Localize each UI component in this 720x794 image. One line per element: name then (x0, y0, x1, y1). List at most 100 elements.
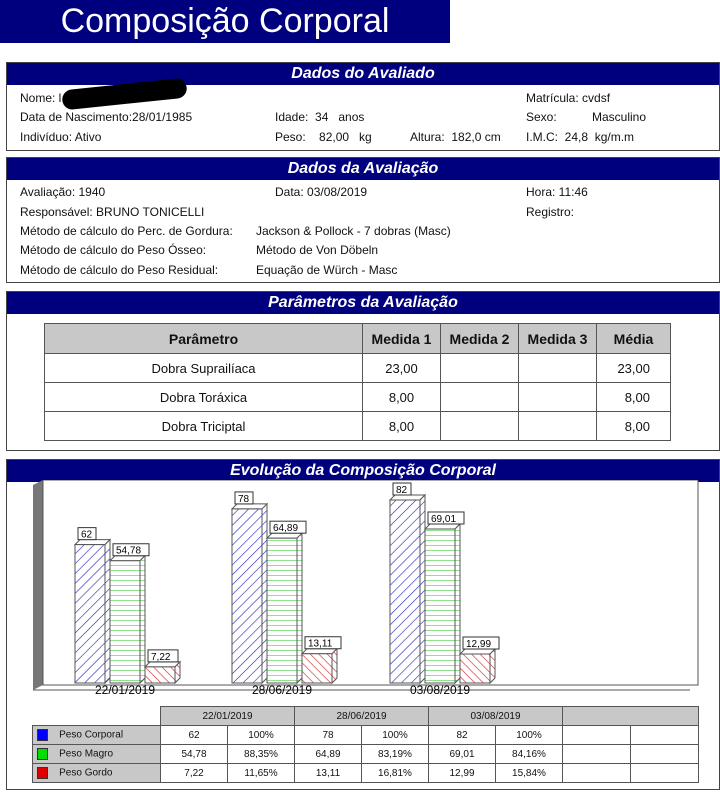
table-cell (440, 353, 519, 383)
sexo: Masculino (592, 110, 647, 124)
empty-cell (562, 744, 631, 764)
peso: Peso: 82,00 kg (275, 130, 372, 144)
metodo-osseo-label: Método de cálculo do Peso Ósseo: (20, 243, 207, 257)
parametros-table: Parâmetro Medida 1 Medida 2 Medida 3 Méd… (44, 323, 671, 441)
value-cell: 13,11 (294, 763, 362, 783)
col-header: Medida 2 (440, 323, 519, 354)
bar-peso-corporal (231, 508, 263, 684)
metodo-osseo: Método de Von Döbeln (256, 243, 379, 257)
table-row: Dobra Toráxica 8,00 8,00 (44, 382, 671, 412)
table-cell (518, 353, 597, 383)
data-label: 54,78 (116, 546, 141, 557)
data-label-box (304, 636, 342, 650)
x-tick-label: 03/08/2019 (410, 683, 470, 697)
empty-cell (630, 725, 699, 745)
bar-peso-magro (424, 528, 456, 684)
avaliacao-id: Avaliação: 1940 (20, 185, 106, 199)
nascimento: Data de Nascimento:28/01/1985 (20, 110, 193, 124)
pct-cell: 16,81% (361, 763, 429, 783)
table-cell (518, 382, 597, 412)
legend-table: 22/01/2019 28/06/2019 03/08/2019 Peso Co… (32, 706, 699, 783)
series-label: Peso Magro (32, 744, 161, 764)
bar-side (261, 502, 268, 685)
pct-cell: 15,84% (495, 763, 563, 783)
bar-peso-gordo (301, 653, 333, 684)
table-cell: 8,00 (362, 382, 441, 412)
evolucao-section: Evolução da Composição Corporal (6, 459, 720, 790)
section-header: Dados do Avaliado (7, 63, 719, 85)
data-label: 64,89 (273, 523, 298, 534)
table-row: Dobra Suprailíaca 23,00 23,00 (44, 353, 671, 383)
table-cell: 23,00 (362, 353, 441, 383)
matricula: Matrícula: cvdsf (526, 91, 611, 105)
value-cell: 64,89 (294, 744, 362, 764)
bar-side (454, 522, 461, 685)
bar-peso-corporal (74, 544, 106, 684)
pct-cell: 88,35% (227, 744, 295, 764)
altura: Altura: 182,0 cm (410, 130, 501, 144)
data-label: 13,11 (308, 639, 333, 650)
empty-cell (562, 725, 631, 745)
hora: Hora: 11:46 (526, 185, 588, 199)
sexo-label: Sexo: (526, 110, 557, 124)
data-label-box (234, 491, 254, 505)
series-swatch (37, 729, 48, 741)
col-header: Medida 1 (362, 323, 441, 354)
chart-side-wall (33, 480, 43, 690)
date-header: 22/01/2019 (160, 706, 295, 726)
col-header: Medida 3 (518, 323, 597, 354)
data-label: 82 (396, 485, 408, 496)
col-header: Parâmetro (44, 323, 363, 354)
value-cell: 69,01 (428, 744, 496, 764)
series-name: Peso Gordo (59, 767, 113, 779)
bar-side (331, 647, 338, 685)
bar-side (139, 554, 146, 685)
metodo-gordura-label: Método de cálculo do Perc. de Gordura: (20, 224, 233, 238)
pct-cell: 84,16% (495, 744, 563, 764)
dados-avaliado-section: Dados do Avaliado (6, 62, 720, 151)
table-row: Dobra Triciptal 8,00 8,00 (44, 411, 671, 441)
value-cell: 82 (428, 725, 496, 745)
data-label-box (462, 636, 500, 650)
data-label-box (427, 511, 465, 525)
section-header: Parâmetros da Avaliação (7, 292, 719, 314)
metodo-gordura: Jackson & Pollock - 7 dobras (Masc) (256, 224, 451, 238)
responsavel: Responsável: BRUNO TONICELLI (20, 205, 205, 219)
page-title: Composição Corporal (0, 0, 450, 43)
series-label: Peso Corporal (32, 725, 161, 745)
legend-row: Peso Magro 54,78 88,35% 64,89 83,19% 69,01 84,… (32, 744, 699, 764)
empty-cell (630, 744, 699, 764)
table-cell (440, 382, 519, 412)
table-cell: Dobra Suprailíaca (44, 353, 363, 383)
imc: I.M.C: 24,8 kg/m.m (526, 130, 635, 144)
value-cell: 7,22 (160, 763, 228, 783)
value-cell: 62 (160, 725, 228, 745)
value-cell: 78 (294, 725, 362, 745)
bar-side (296, 531, 303, 685)
data-label-box (269, 520, 307, 534)
data-label-box (392, 482, 412, 496)
table-cell: 23,00 (596, 353, 671, 383)
series-swatch (37, 748, 48, 760)
table-cell: Dobra Toráxica (44, 382, 363, 412)
table-cell: 8,00 (596, 411, 671, 441)
series-label: Peso Gordo (32, 763, 161, 783)
pct-cell: 100% (361, 725, 429, 745)
parametros-section: Parâmetros da Avaliação (6, 291, 720, 451)
bar-peso-gordo (144, 666, 176, 684)
bar-peso-magro (109, 560, 141, 684)
legend-row: Peso Gordo 7,22 11,65% 13,11 16,81% 12,99 15,8… (32, 763, 699, 783)
data-label: 12,99 (466, 639, 491, 650)
idade: Idade: 34 anos (275, 110, 365, 124)
series-name: Peso Magro (59, 748, 114, 760)
bar-peso-magro (266, 537, 298, 684)
x-tick-label: 22/01/2019 (95, 683, 155, 697)
col-header: Média (596, 323, 671, 354)
pct-cell: 100% (495, 725, 563, 745)
empty-cell (630, 763, 699, 783)
table-cell: 8,00 (596, 382, 671, 412)
bar-peso-corporal (389, 499, 421, 684)
section-header: Evolução da Composição Corporal (7, 460, 719, 482)
empty-cell (562, 763, 631, 783)
series-name: Peso Corporal (59, 729, 124, 741)
